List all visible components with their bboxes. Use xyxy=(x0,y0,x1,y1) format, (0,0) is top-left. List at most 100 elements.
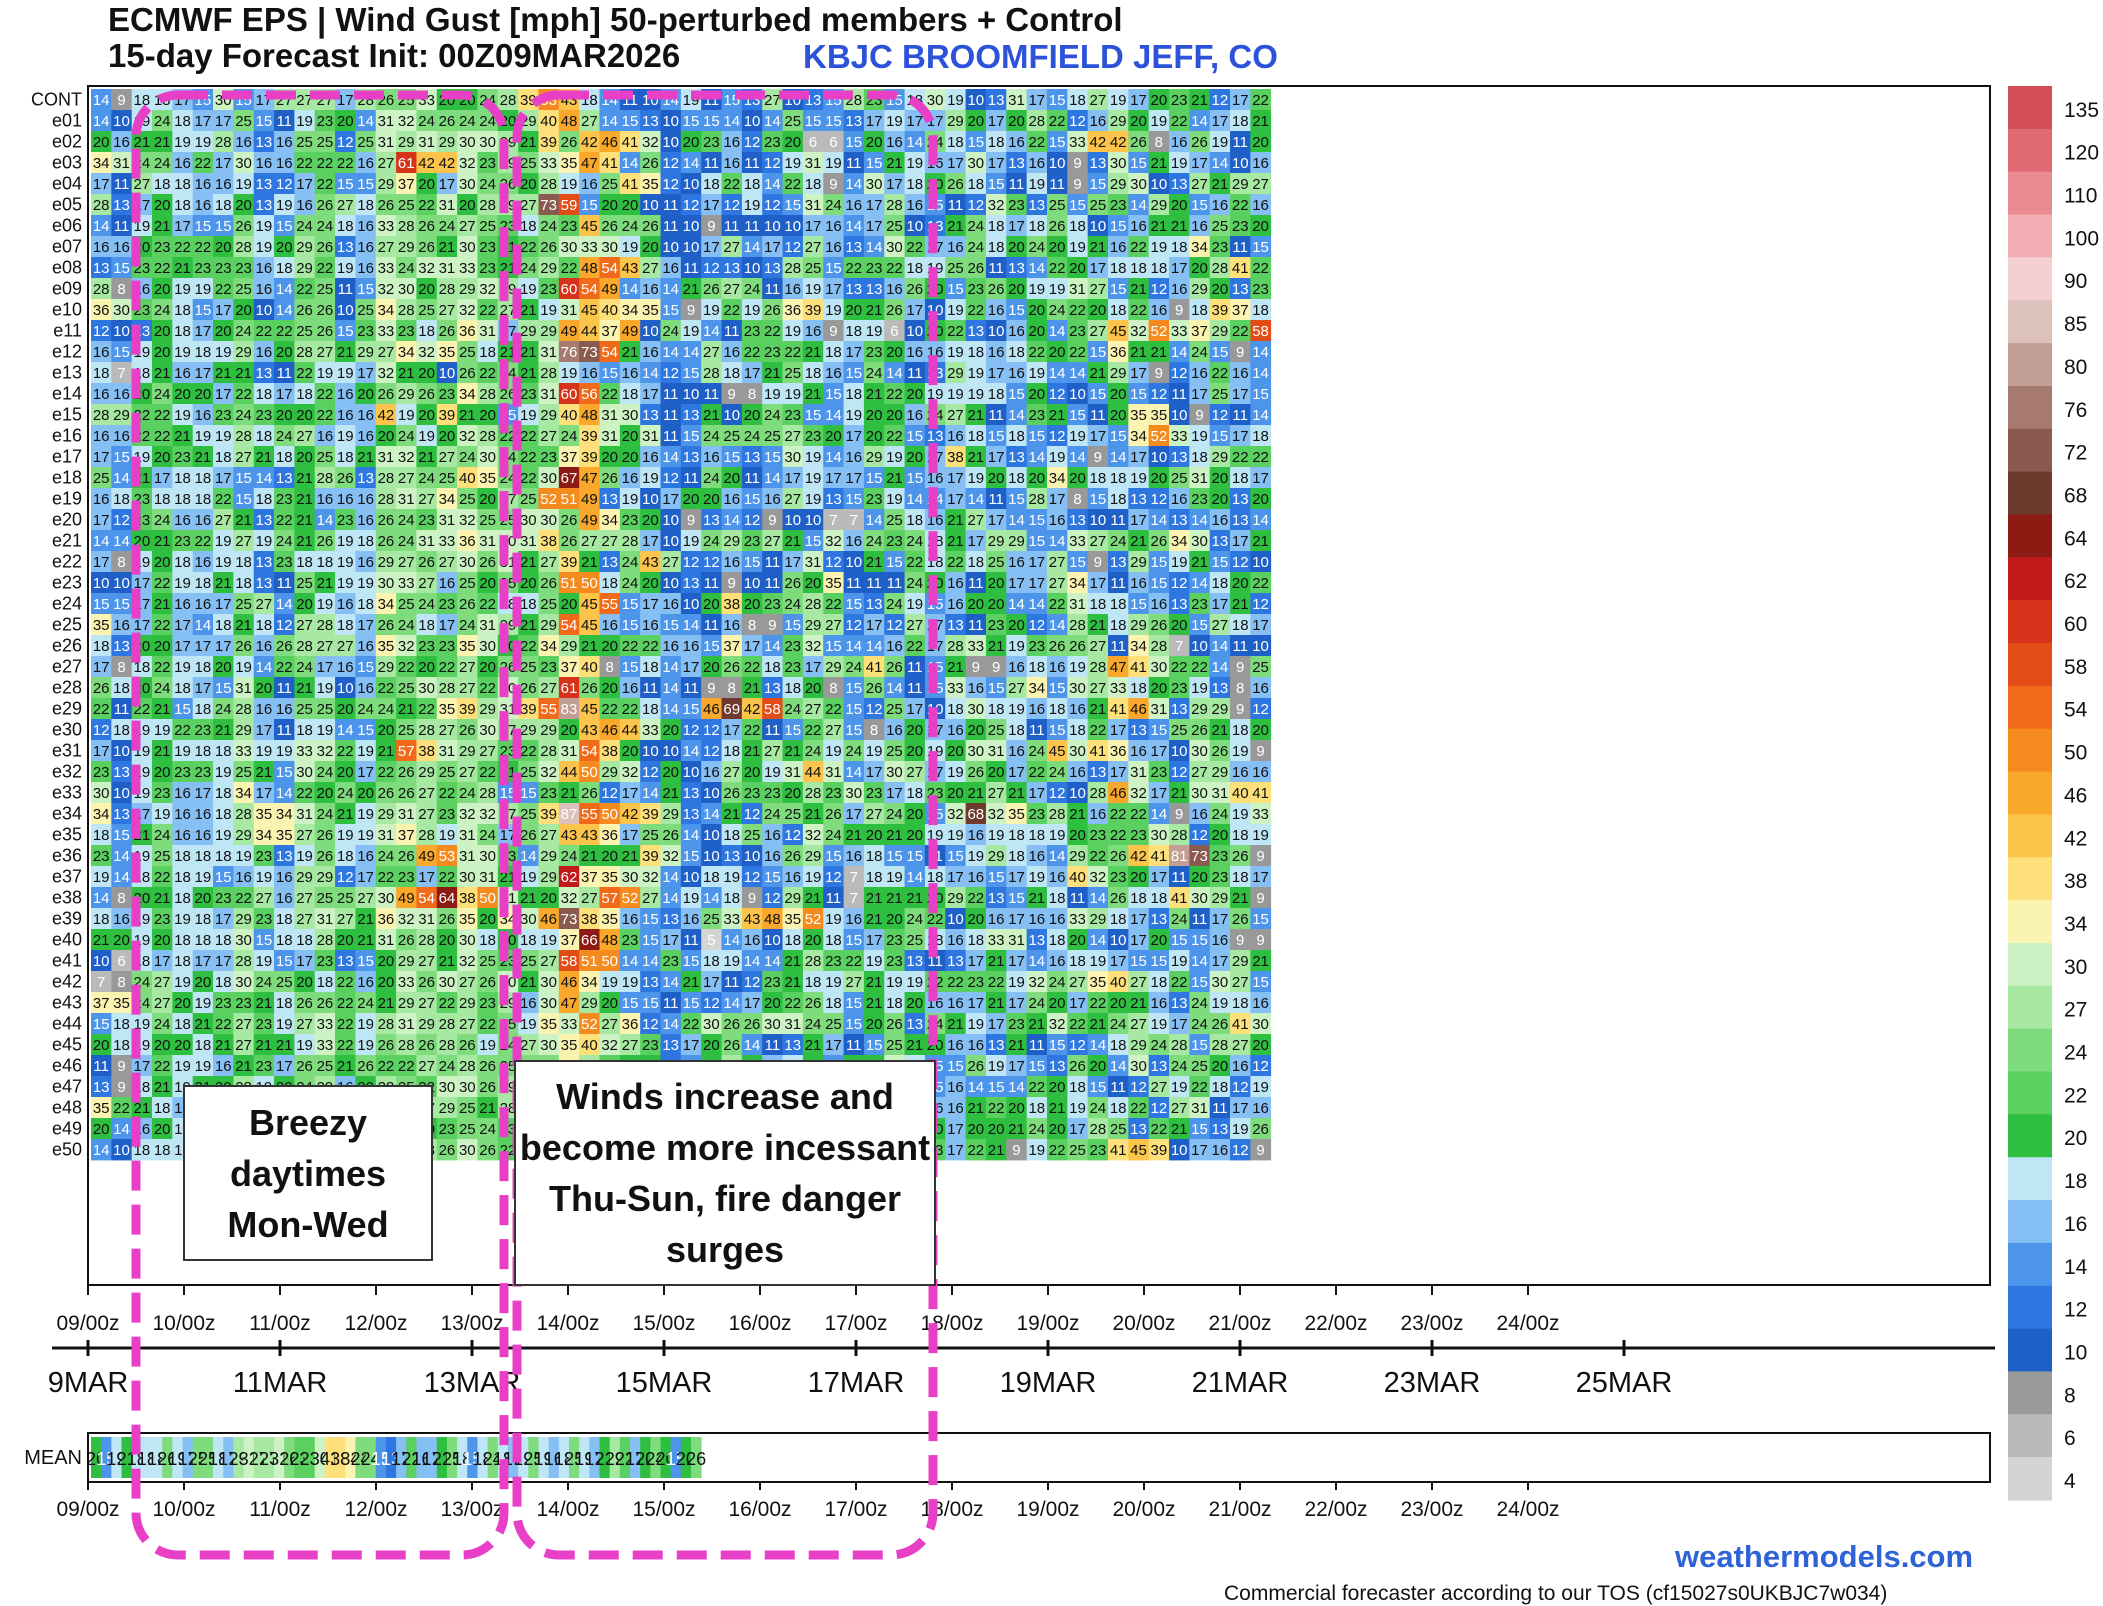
cell-value: 18 xyxy=(1049,701,1066,718)
cell-value: 17 xyxy=(296,953,313,970)
cell-value: 26 xyxy=(540,239,557,256)
cell-value: 10 xyxy=(683,176,700,193)
cell-value: 25 xyxy=(988,554,1005,571)
cell-value: 17 xyxy=(154,470,171,487)
cell-value: 32 xyxy=(988,806,1005,823)
cell-value: 8 xyxy=(829,680,837,697)
cell-value: 15 xyxy=(1212,344,1229,361)
cell-value: 31 xyxy=(642,428,659,445)
cell-value: 15 xyxy=(337,176,354,193)
cell-value: 16 xyxy=(357,239,374,256)
cell-value: 20 xyxy=(825,428,842,445)
cell-value: 22 xyxy=(561,260,578,277)
cell-value: 17 xyxy=(439,617,456,634)
cell-value: 26 xyxy=(276,638,293,655)
cell-value: 14 xyxy=(622,155,639,172)
cell-value: 22 xyxy=(154,617,171,634)
cell-value: 15 xyxy=(988,680,1005,697)
cell-value: 31 xyxy=(479,869,496,886)
cell-value: 19 xyxy=(947,302,964,319)
cell-value: 11 xyxy=(988,260,1004,277)
cell-value: 40 xyxy=(581,659,598,676)
cell-value: 22 xyxy=(520,638,537,655)
cell-value: 21 xyxy=(947,218,964,235)
cell-value: 29 xyxy=(479,701,496,718)
heatmap-cell xyxy=(701,110,722,132)
cell-value: 43 xyxy=(561,827,578,844)
cell-value: 59 xyxy=(561,197,578,214)
cell-value: 48 xyxy=(764,911,781,928)
cell-value: 13 xyxy=(927,428,944,445)
cell-value: 19 xyxy=(683,890,700,907)
cell-value: 18 xyxy=(1008,428,1025,445)
cell-value: 15 xyxy=(642,932,659,949)
cell-value: 16 xyxy=(784,869,801,886)
cell-value: 22 xyxy=(154,260,171,277)
cell-value: 20 xyxy=(886,407,903,424)
cell-value: 27 xyxy=(459,218,476,235)
cell-value: 8 xyxy=(117,281,125,298)
cell-value: 18 xyxy=(967,176,984,193)
cell-value: 17 xyxy=(195,323,212,340)
cell-value: 13 xyxy=(113,197,130,214)
cell-value: 14 xyxy=(662,974,679,991)
cell-value: 34 xyxy=(1130,638,1147,655)
cell-value: 13 xyxy=(845,113,862,130)
cell-value: 17 xyxy=(317,659,334,676)
cell-value: 17 xyxy=(622,785,639,802)
cell-value: 57 xyxy=(601,890,618,907)
cell-value: 37 xyxy=(561,932,578,949)
cell-value: 17 xyxy=(357,764,374,781)
cell-value: 16 xyxy=(215,176,232,193)
cell-value: 29 xyxy=(296,260,313,277)
cell-value: 17 xyxy=(93,449,110,466)
cell-value: 31 xyxy=(805,554,822,571)
cell-value: 23 xyxy=(1212,869,1229,886)
cell-value: 36 xyxy=(459,323,476,340)
cell-value: 14 xyxy=(622,281,639,298)
cell-value: 22 xyxy=(1191,659,1208,676)
cell-value: 14 xyxy=(1212,155,1229,172)
cell-value: 38 xyxy=(947,449,964,466)
cell-value: 20 xyxy=(1069,260,1086,277)
cell-value: 19 xyxy=(418,428,435,445)
cell-value: 27 xyxy=(764,743,781,760)
cell-value: 12 xyxy=(1049,386,1066,403)
cell-value: 20 xyxy=(215,239,232,256)
cell-value: 28 xyxy=(1212,260,1229,277)
cell-value: 32 xyxy=(642,134,659,151)
cell-value: 14 xyxy=(845,764,862,781)
cell-value: 28 xyxy=(1049,806,1066,823)
cell-value: 9 xyxy=(972,659,980,676)
heatmap-cell xyxy=(1209,89,1231,111)
cell-value: 24 xyxy=(622,554,639,571)
cell-value: 9 xyxy=(1236,659,1244,676)
cell-value: 26 xyxy=(418,239,435,256)
cell-value: 20 xyxy=(988,596,1005,613)
cell-value: 26 xyxy=(662,827,679,844)
cell-value: 26 xyxy=(235,218,252,235)
cell-value: 18 xyxy=(744,176,761,193)
heatmap-cell xyxy=(660,110,682,132)
cell-value: 29 xyxy=(235,722,252,739)
cell-value: 17 xyxy=(1232,92,1249,109)
cell-value: 18 xyxy=(134,92,151,109)
cell-value: 17 xyxy=(1212,911,1229,928)
cell-value: 41 xyxy=(601,155,618,172)
cell-value: 26 xyxy=(378,617,395,634)
cell-value: 30 xyxy=(378,575,395,592)
cell-value: 14 xyxy=(1191,113,1208,130)
cell-value: 15 xyxy=(174,701,191,718)
cell-value: 18 xyxy=(1151,260,1168,277)
cell-value: 12 xyxy=(1252,596,1269,613)
cell-value: 10 xyxy=(1252,554,1269,571)
cell-value: 46 xyxy=(1130,701,1147,718)
cell-value: 25 xyxy=(1049,197,1066,214)
cell-value: 73 xyxy=(561,911,578,928)
cell-value: 25 xyxy=(317,281,334,298)
cell-value: 28 xyxy=(317,617,334,634)
cell-value: 19 xyxy=(520,281,537,298)
cell-value: 32 xyxy=(561,890,578,907)
cell-value: 18 xyxy=(174,470,191,487)
cell-value: 29 xyxy=(1212,890,1229,907)
